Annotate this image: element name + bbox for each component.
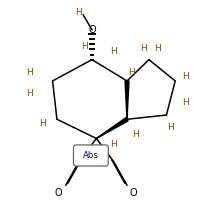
Text: H: H (26, 68, 33, 77)
Text: O: O (88, 25, 96, 35)
Text: H: H (76, 8, 82, 17)
Text: H: H (140, 45, 147, 53)
Text: H: H (111, 140, 117, 149)
Text: H: H (128, 68, 135, 77)
Polygon shape (125, 81, 129, 119)
Text: H: H (154, 45, 161, 53)
Text: H: H (81, 42, 88, 51)
Text: H: H (182, 98, 188, 107)
Text: H: H (26, 89, 33, 98)
Polygon shape (96, 118, 128, 138)
Text: O: O (130, 188, 137, 198)
Text: H: H (182, 72, 188, 81)
Text: H: H (132, 130, 139, 139)
Text: Abs: Abs (83, 151, 99, 160)
Text: H: H (168, 123, 174, 132)
Text: H: H (111, 47, 117, 56)
Text: H: H (39, 119, 46, 128)
FancyBboxPatch shape (73, 145, 108, 166)
Text: O: O (54, 188, 62, 198)
